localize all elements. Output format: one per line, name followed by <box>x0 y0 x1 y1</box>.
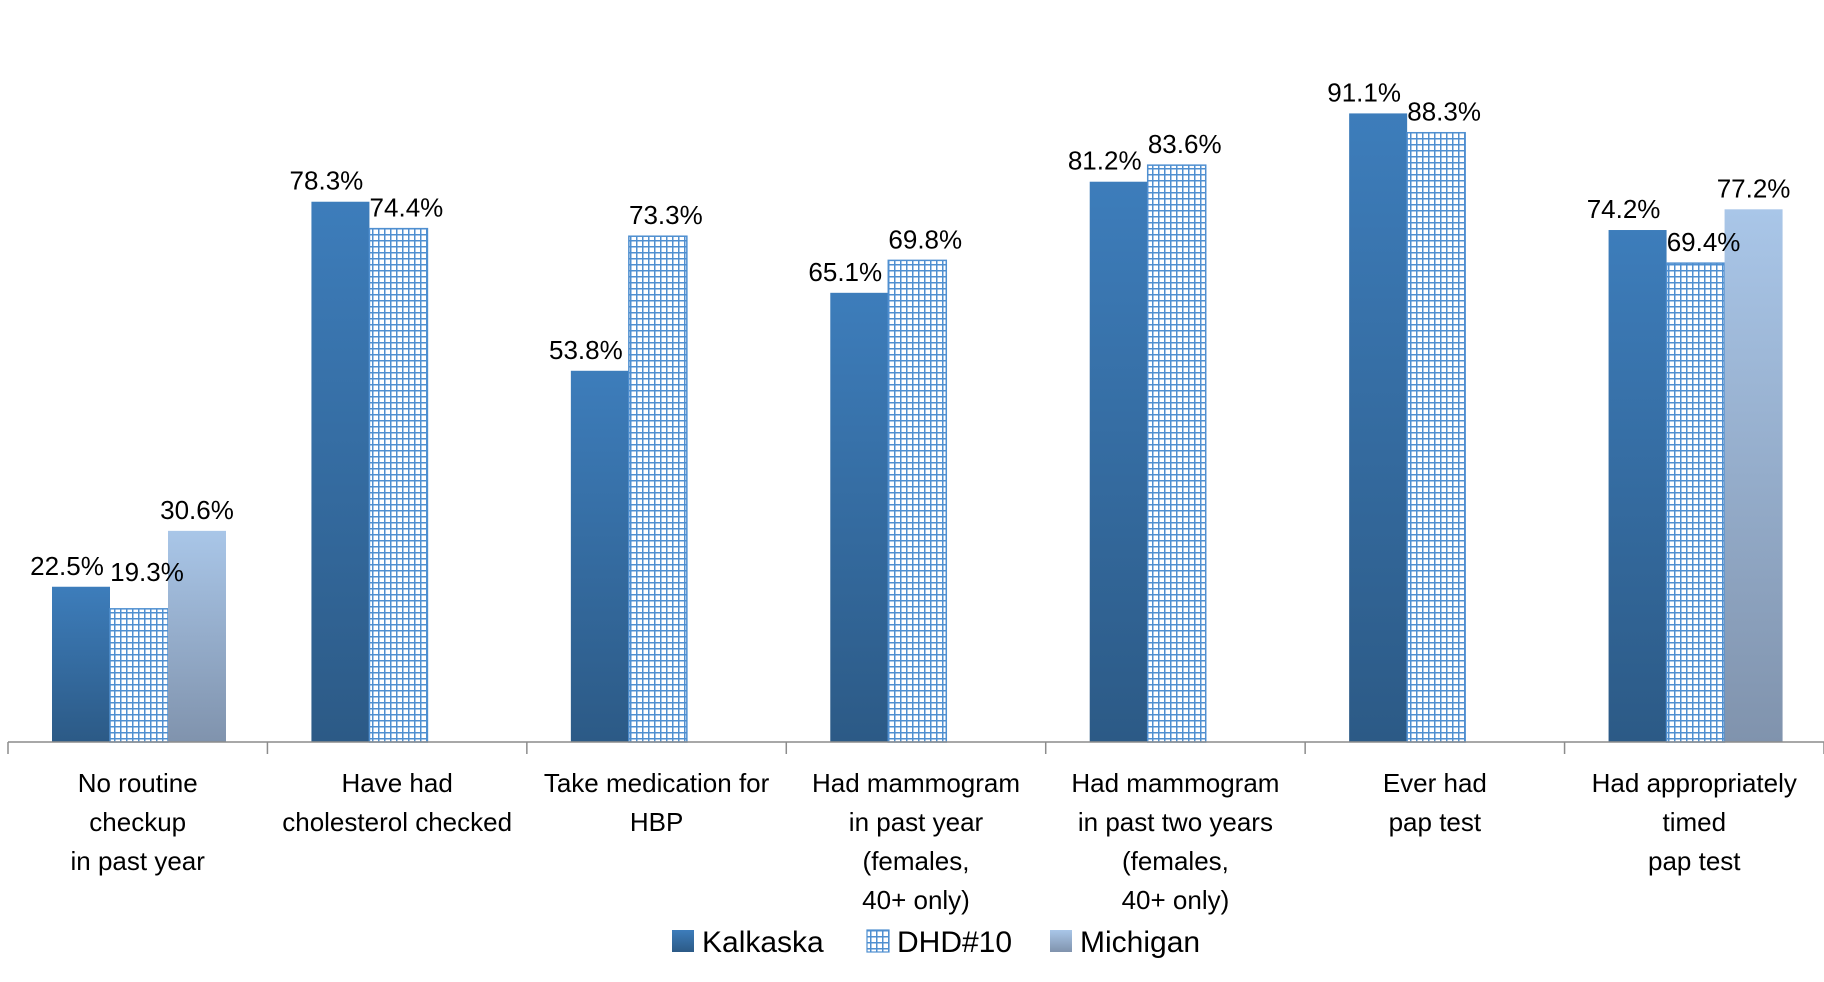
legend: Kalkaska DHD#10 Michigan <box>672 926 1200 959</box>
category-label-6: Ever had pap test <box>1383 768 1487 837</box>
bar-dhd-10-3 <box>628 235 688 743</box>
bar-dhd-10-7 <box>1665 262 1726 743</box>
legend-label-kalkaska: Kalkaska <box>702 926 824 959</box>
legend-swatch-michigan <box>1050 930 1072 952</box>
x-axis <box>7 741 1824 754</box>
bar-dhd-10-6 <box>1406 131 1466 743</box>
category-labels-layer: No routine checkup in past year Have had cho… <box>71 768 1797 915</box>
category-label-4: Had mammogram in past year (females, 40+ on… <box>812 768 1020 915</box>
value-label-michigan-7: 77.2% <box>1717 173 1791 203</box>
bars-layer <box>52 113 1783 743</box>
value-labels-layer: 22.5% 19.3% 30.6% 78.3%74.4% 53.8% 73.3% 65.1%… <box>30 77 1790 586</box>
value-label-kalkaska-4: 65.1% <box>808 257 882 287</box>
legend-swatch-dhd-10 <box>866 929 890 953</box>
value-label-kalkaska-1: 22.5% <box>30 551 104 581</box>
bar-kalkaska-2 <box>311 201 370 743</box>
bar-kalkaska-4 <box>830 292 889 742</box>
value-label-kalkaska-5: 81.2% <box>1068 146 1142 176</box>
category-label-1: No routine checkup in past year <box>71 768 206 876</box>
value-label-kalkaska-2: 78.3% <box>290 166 364 196</box>
bar-dhd-10-1 <box>109 608 169 743</box>
bar-michigan-7 <box>1724 209 1783 742</box>
bar-kalkaska-1 <box>52 586 110 742</box>
bar-dhd-10-4 <box>887 259 948 743</box>
category-label-7: Had appropriately timed pap test <box>1592 768 1797 876</box>
category-label-5: Had mammogram in past two years (females, 4… <box>1071 768 1279 915</box>
legend-label-dhd-10: DHD#10 <box>897 926 1012 959</box>
category-label-3: Take medication for HBP <box>544 768 770 837</box>
value-label-dhd-10-7: 69.4% <box>1667 227 1741 257</box>
bar-kalkaska-3 <box>570 370 629 742</box>
value-label-dhd-10-5: 83.6% <box>1148 129 1222 159</box>
value-label-kalkaska-6: 91.1% <box>1327 77 1401 107</box>
bar-kalkaska-6 <box>1349 113 1408 742</box>
legend-swatch-kalkaska <box>672 930 694 952</box>
bar-kalkaska-7 <box>1608 230 1667 742</box>
value-label-dhd-10-3: 73.3% <box>629 200 703 230</box>
value-label-dhd-10-4: 69.8% <box>888 224 962 254</box>
value-label-dhd-10-6: 88.3% <box>1407 97 1481 127</box>
legend-label-michigan: Michigan <box>1080 926 1200 959</box>
value-label-michigan-1: 30.6% <box>160 495 234 525</box>
bar-kalkaska-5 <box>1089 181 1148 743</box>
value-label-dhd-10-2: 74.4% <box>370 193 444 223</box>
value-label-kalkaska-7: 74.2% <box>1587 194 1661 224</box>
value-label-kalkaska-3: 53.8% <box>549 335 623 365</box>
bar-michigan-1 <box>168 530 226 742</box>
bar-dhd-10-2 <box>368 227 429 743</box>
category-label-2: Have had cholesterol checked <box>282 768 512 837</box>
bar-dhd-10-5 <box>1146 164 1207 743</box>
value-label-dhd-10-1: 19.3% <box>110 557 184 587</box>
